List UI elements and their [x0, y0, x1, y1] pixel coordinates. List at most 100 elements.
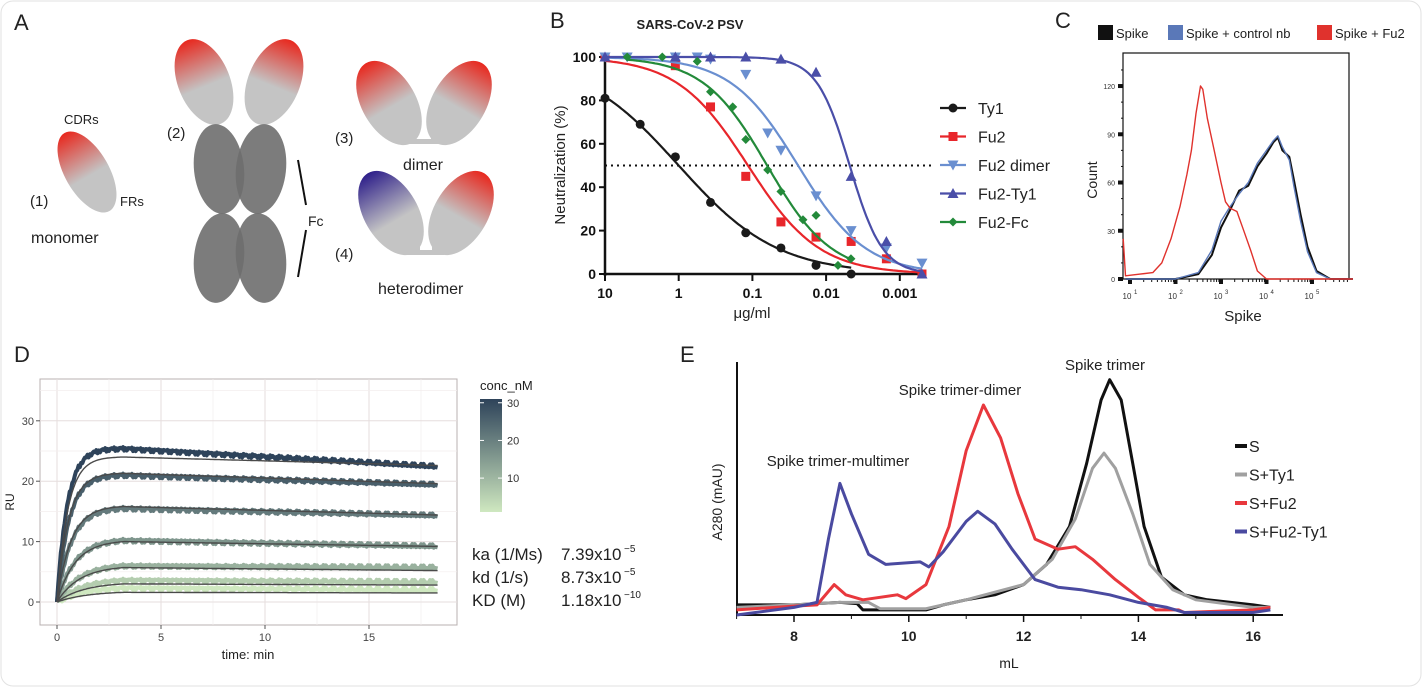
fit-curve — [56, 540, 438, 603]
panel-a-diagram: CDRs FRs (1) monomer (2) Fc (3) dimer — [30, 39, 494, 303]
histogram-spike-control-nb — [1125, 135, 1353, 280]
fit-curve-fu2-dimer — [604, 56, 923, 270]
chromatogram-s-ty1 — [736, 451, 1271, 611]
legend-label: Spike — [1116, 26, 1149, 41]
y-tick-label: 20 — [580, 223, 596, 239]
data-point — [728, 102, 738, 112]
x-axis-label: Spike — [1224, 308, 1262, 325]
data-point — [916, 258, 928, 269]
y-tick-label: 60 — [1107, 181, 1115, 188]
histogram-spike — [1125, 136, 1353, 280]
data-point — [811, 232, 821, 242]
x-tick-exponent: 2 — [1180, 290, 1184, 296]
legend-label: S — [1249, 439, 1260, 456]
x-tick-label: 10 — [597, 285, 613, 301]
x-tick-label: 0.1 — [743, 285, 763, 301]
annotation-trimer-dimer: Spike trimer-dimer — [899, 382, 1022, 399]
data-point — [775, 145, 787, 156]
data-point — [845, 226, 857, 237]
x-tick-label: 0.01 — [812, 285, 839, 301]
data-point — [776, 217, 786, 227]
observed-sensorgram — [55, 562, 439, 603]
y-tick — [1118, 277, 1123, 281]
fit-curve — [56, 591, 438, 603]
x-tick-label: 12 — [1016, 628, 1032, 644]
x-tick-label: 10 — [901, 628, 917, 644]
y-tick — [1118, 84, 1123, 89]
data-point — [669, 51, 681, 62]
legend-label: Fu2 dimer — [978, 158, 1051, 175]
annotation-spike-trimer: Spike trimer — [1065, 357, 1145, 374]
label-2: (2) — [167, 125, 185, 142]
y-tick — [1118, 132, 1123, 137]
y-tick — [1118, 180, 1123, 185]
constant-exponent: −5 — [624, 544, 636, 555]
x-tick-exponent: 5 — [1316, 290, 1320, 296]
constant-value: 1.18x10 — [561, 591, 622, 610]
x-tick-label: 8 — [790, 628, 798, 644]
data-point — [776, 187, 786, 197]
x-tick-label: 14 — [1131, 628, 1147, 644]
x-tick — [1264, 279, 1269, 284]
fit-curve-fu2 — [604, 59, 923, 274]
x-tick — [1219, 279, 1223, 284]
colorbar-label: 20 — [507, 435, 519, 447]
data-point — [916, 268, 928, 279]
heterodimer-label: heterodimer — [378, 281, 464, 298]
fit-curve-fu2-fc — [627, 58, 852, 261]
legend-label: Fu2 — [978, 130, 1006, 147]
y-tick-label: 30 — [22, 416, 34, 428]
panel-d-chart: 0 10 20 30 0 5 10 15 RU time: min conc_nM 30 20 1… — [3, 378, 641, 662]
y-axis-label: RU — [3, 493, 17, 510]
fit-curve — [56, 472, 438, 603]
panel-b-chart: SARS-CoV-2 PSV 0 20 40 60 80 100 10 1 0.1 0.01 0.0… — [552, 17, 1051, 322]
y-tick-label: 100 — [573, 49, 597, 65]
fit-curve — [56, 583, 438, 603]
observed-sensorgram — [55, 584, 439, 604]
label-4: (4) — [335, 246, 353, 263]
panel-label-e: E — [680, 342, 695, 367]
x-tick-label: 0 — [54, 632, 60, 644]
observed-sensorgram — [55, 471, 439, 603]
label-1: (1) — [30, 193, 48, 210]
data-point — [657, 52, 667, 62]
heterodimer — [358, 170, 494, 256]
y-axis-label: A280 (mAU) — [709, 463, 725, 540]
data-point — [622, 52, 632, 62]
fit-curve-ty1 — [604, 95, 852, 269]
panel-label-a: A — [14, 10, 29, 35]
x-tick-label: 16 — [1245, 628, 1261, 644]
label-3: (3) — [335, 130, 353, 147]
y-tick-label: 30 — [1107, 229, 1115, 236]
colorbar — [480, 399, 502, 512]
constant-label: KD (M) — [472, 591, 526, 610]
chart-title: SARS-CoV-2 PSV — [637, 17, 744, 32]
x-tick-label: 10 — [1123, 292, 1132, 301]
x-tick-exponent: 1 — [1134, 290, 1138, 296]
data-point — [706, 197, 716, 207]
constant-value: 7.39x10 — [561, 545, 622, 564]
data-point — [705, 51, 717, 62]
data-point — [741, 228, 751, 238]
y-tick — [1118, 228, 1123, 233]
constant-label: kd (1/s) — [472, 568, 529, 587]
data-point — [833, 260, 843, 270]
frs-label: FRs — [120, 194, 144, 209]
data-point — [740, 51, 752, 62]
fc-fusion — [174, 39, 307, 303]
legend-swatch — [1317, 25, 1332, 40]
colorbar-title: conc_nM — [480, 378, 533, 393]
data-point — [846, 236, 856, 246]
y-tick-label: 20 — [22, 476, 34, 488]
constant-exponent: −5 — [624, 567, 636, 578]
data-point — [811, 260, 821, 270]
legend-label: Fu2-Fc — [978, 215, 1029, 232]
y-tick-label: 60 — [580, 136, 596, 152]
data-point — [741, 171, 751, 181]
x-tick-label: 10 — [1305, 292, 1314, 301]
legend-swatch — [1098, 25, 1113, 40]
x-tick-label: 15 — [363, 632, 375, 644]
panel-e-chart: 8 10 12 14 16 A280 (mAU) mL Spike trimer Spi… — [709, 357, 1328, 671]
observed-sensorgram — [55, 504, 439, 603]
